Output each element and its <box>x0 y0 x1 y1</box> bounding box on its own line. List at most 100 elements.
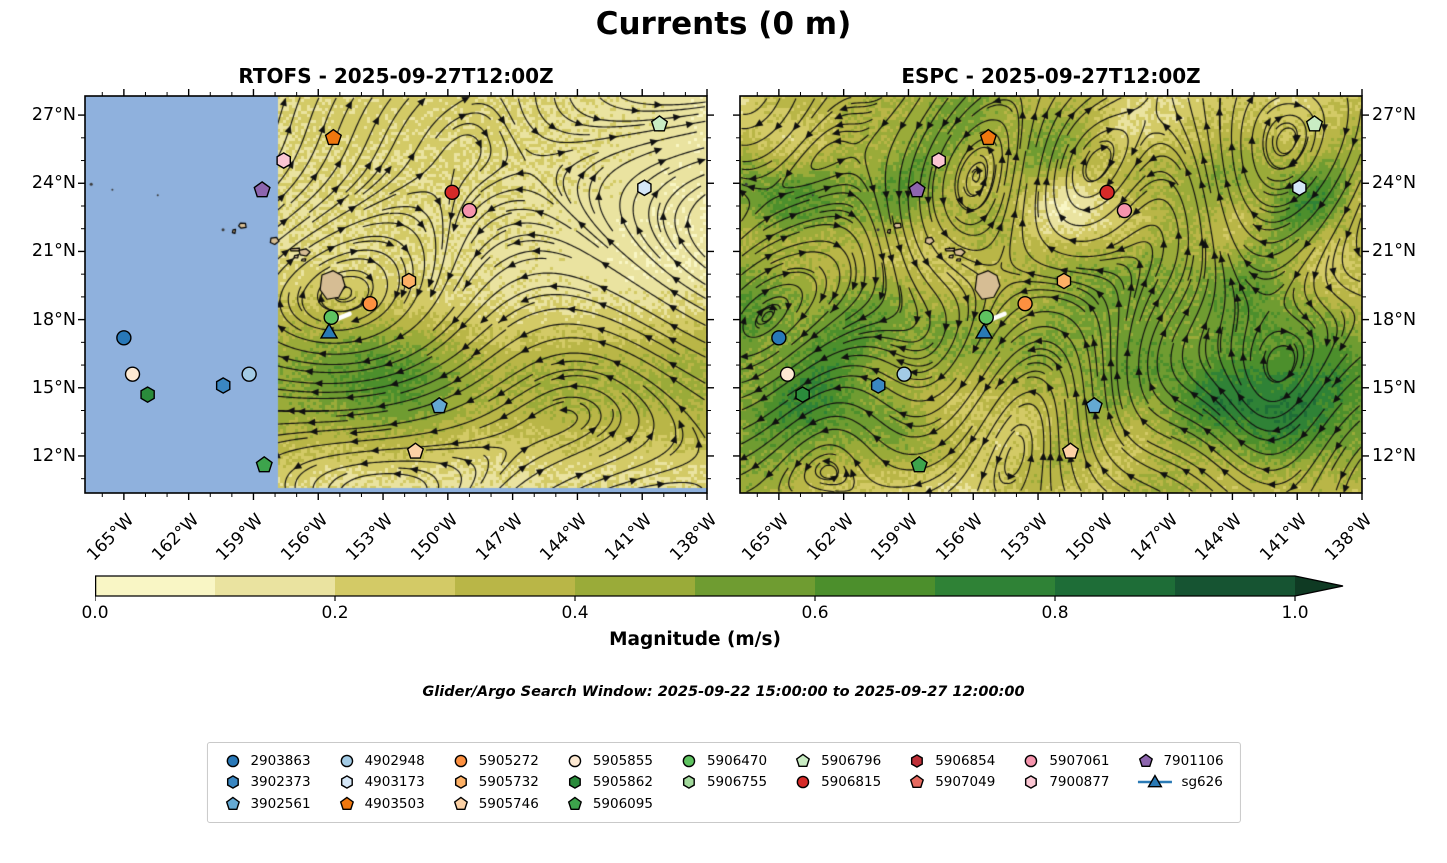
float-legend: 2903863 3902373 3902561 4902948 4903173 49035… <box>206 742 1241 823</box>
lon-tick-label: 141°W <box>601 510 657 565</box>
legend-marker-3902373 <box>226 775 239 790</box>
legend-column: 5906796 5906815 <box>794 750 881 815</box>
legend-marker-5906854 <box>911 753 924 768</box>
legend-item-4902948: 4902948 <box>338 750 425 772</box>
legend-label: sg626 <box>1181 774 1223 791</box>
legend-marker-5907049 <box>910 774 925 789</box>
colorbar-tick-label: 0.6 <box>801 603 829 623</box>
pentagon-icon <box>910 774 925 789</box>
lat-tick-label: 18°N <box>31 309 76 330</box>
lon-tick-label: 162°W <box>802 510 858 565</box>
legend-item-sg626: sg626 <box>1136 772 1223 794</box>
legend-label: 5906095 <box>592 795 653 812</box>
circle-icon <box>226 754 239 768</box>
legend-item-5905272: 5905272 <box>452 750 539 772</box>
map-panel-rtofs <box>78 89 714 500</box>
lon-tick-label: 165°W <box>738 510 794 565</box>
legend-item-5905746: 5905746 <box>452 793 539 815</box>
circle-icon <box>340 754 353 768</box>
circle-icon <box>568 754 582 768</box>
lon-tick-label: 150°W <box>406 510 462 565</box>
legend-label: 5907049 <box>935 774 996 791</box>
legend-label: 5905746 <box>478 795 539 812</box>
legend-marker-5906796 <box>795 753 811 767</box>
legend-label: 7901106 <box>1163 752 1224 769</box>
hexagon-icon <box>911 753 924 768</box>
legend-marker-3902561 <box>225 796 240 810</box>
lat-tick-label: 12°N <box>31 445 76 466</box>
legend-label: 2903863 <box>250 752 311 769</box>
legend-marker-5906470 <box>682 754 696 768</box>
map-canvas-rtofs <box>85 96 707 493</box>
hexagon-icon <box>454 775 467 790</box>
legend-item-5906854: 5906854 <box>908 750 995 772</box>
legend-column: 5906854 5907049 <box>908 750 995 815</box>
legend-item-5906815: 5906815 <box>794 772 881 794</box>
legend-marker-7900877 <box>1025 775 1038 790</box>
legend-label: 5905732 <box>478 774 539 791</box>
map-panel-espc <box>733 89 1369 500</box>
legend-item-5906470: 5906470 <box>680 750 767 772</box>
legend-label: 4902948 <box>364 752 425 769</box>
legend-item-2903863: 2903863 <box>223 750 311 772</box>
legend-marker-5905272 <box>454 754 467 768</box>
legend-marker-5907061 <box>1025 754 1038 768</box>
legend-label: 5906796 <box>821 752 882 769</box>
legend-marker-5905746 <box>453 796 468 810</box>
map-canvas-espc <box>740 96 1362 493</box>
lon-tick-label: 141°W <box>1256 510 1312 565</box>
lat-tick-label: 12°N <box>1372 445 1417 466</box>
legend-marker-5906815 <box>796 775 810 789</box>
legend-item-5906755: 5906755 <box>680 772 767 794</box>
legend-item-3902561: 3902561 <box>223 793 311 815</box>
legend-label: 5905862 <box>592 774 653 791</box>
legend-label: 4903503 <box>364 795 425 812</box>
lon-tick-label: 153°W <box>342 510 398 565</box>
legend-marker-5905855 <box>568 754 582 768</box>
legend-item-4903173: 4903173 <box>338 772 425 794</box>
lon-tick-labels-rtofs: 165°W 162°W 159°W 156°W 153°W 150°W 147°W 144°W… <box>83 500 745 570</box>
circle-icon <box>454 754 467 768</box>
lon-tick-label: 153°W <box>997 510 1053 565</box>
hexagon-icon <box>1025 775 1038 790</box>
colorbar-tick-label: 0.8 <box>1041 603 1069 623</box>
legend-label: 4903173 <box>364 774 425 791</box>
legend-column: 7901106 sg626 <box>1136 750 1224 815</box>
lon-tick-label: 165°W <box>83 510 139 565</box>
colorbar <box>95 575 1344 601</box>
pentagon-icon <box>1138 753 1153 767</box>
legend-item-5906796: 5906796 <box>794 750 881 772</box>
pentagon-icon <box>225 796 240 810</box>
pentagon-icon <box>795 753 811 767</box>
lat-tick-label: 15°N <box>1372 377 1417 398</box>
lon-tick-label: 159°W <box>212 510 268 565</box>
lon-tick-label: 159°W <box>867 510 923 565</box>
legend-marker-4902948 <box>340 754 353 768</box>
lon-tick-label: 138°W <box>1321 510 1377 565</box>
lon-tick-label: 150°W <box>1061 510 1117 565</box>
legend-item-5905732: 5905732 <box>452 772 539 794</box>
hexagon-icon <box>682 775 695 790</box>
lon-tick-label: 156°W <box>932 510 988 565</box>
lon-tick-label: 156°W <box>277 510 333 565</box>
legend-column: 2903863 3902373 3902561 <box>223 750 311 815</box>
lon-tick-label: 147°W <box>1126 510 1182 565</box>
lat-tick-label: 24°N <box>31 173 76 194</box>
lon-tick-label: 147°W <box>471 510 527 565</box>
lon-tick-label: 162°W <box>147 510 203 565</box>
legend-label: 3902373 <box>250 774 311 791</box>
hexagon-icon <box>568 775 581 790</box>
legend-label: 3902561 <box>250 795 311 812</box>
lon-tick-label: 138°W <box>666 510 722 565</box>
legend-marker-7901106 <box>1138 753 1153 767</box>
colorbar-tick-label: 0.2 <box>321 603 349 623</box>
hexagon-icon <box>340 775 353 790</box>
colorbar-tick-label: 1.0 <box>1281 603 1309 623</box>
triangle-line-icon <box>1137 774 1172 788</box>
lat-tick-label: 27°N <box>1372 105 1417 126</box>
legend-label: 7900877 <box>1049 774 1110 791</box>
hexagon-icon <box>226 775 239 790</box>
legend-column: 5907061 7900877 <box>1022 750 1109 815</box>
circle-icon <box>1025 754 1038 768</box>
legend-label: 5906470 <box>706 752 768 769</box>
